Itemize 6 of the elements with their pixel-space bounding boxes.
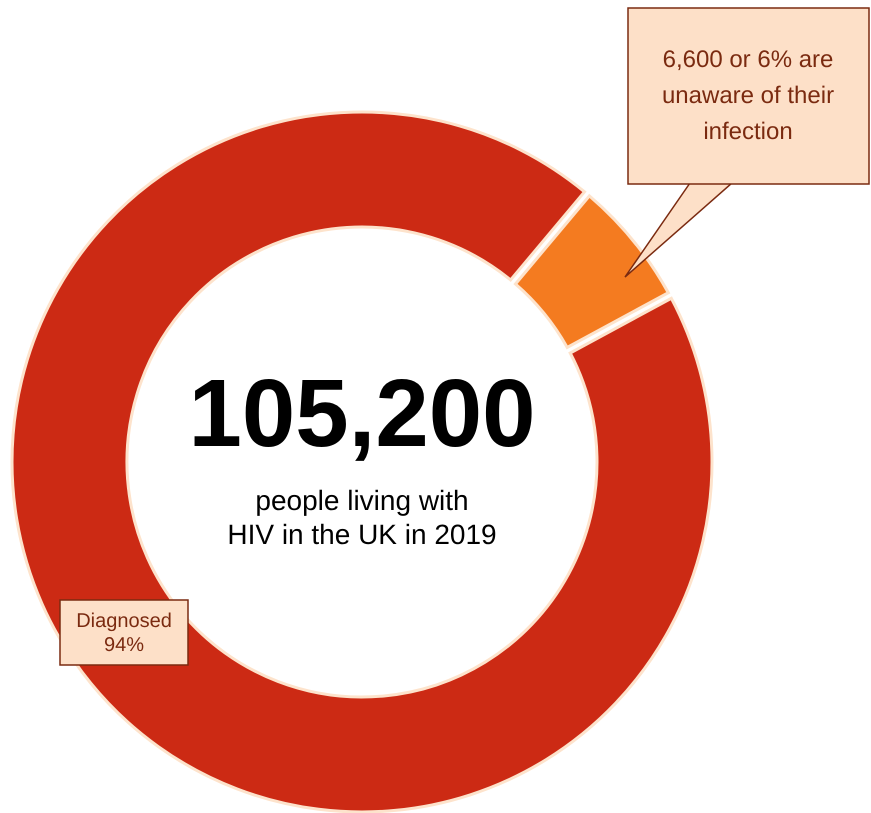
text: 105,200: [188, 360, 536, 467]
text: people living with HIV in the UK in 2019: [227, 485, 497, 550]
text: 6,600 or 6% are unaware of their infection: [662, 46, 834, 145]
slice-label: Diagnosed: [76, 610, 172, 632]
data-label: 94%: [104, 634, 144, 656]
donut-slice: [514, 194, 670, 349]
